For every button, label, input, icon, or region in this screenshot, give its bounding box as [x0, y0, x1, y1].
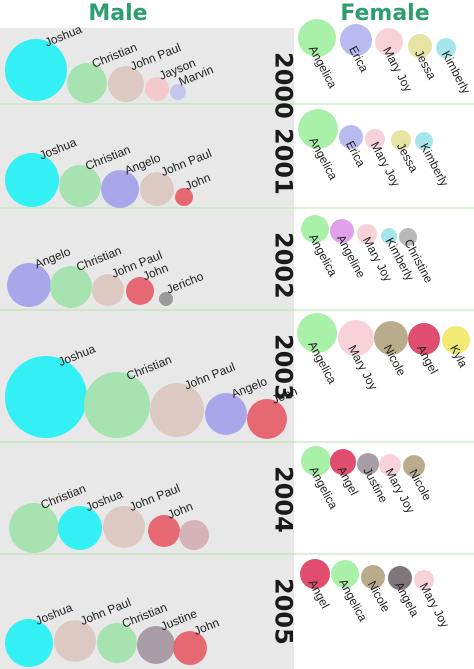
- male-name-bubble: [101, 170, 139, 208]
- male-name-bubble: [97, 623, 137, 663]
- year-label: 2003: [269, 334, 297, 401]
- year-label: 2004: [269, 466, 297, 533]
- male-name-bubble: [170, 84, 186, 100]
- male-name-bubble: [9, 503, 59, 553]
- female-name-bubble: [297, 313, 337, 353]
- female-name-bubble: [330, 449, 356, 475]
- female-name-bubble: [298, 19, 336, 57]
- female-name-bubble: [300, 559, 330, 589]
- male-name-bubble: [137, 626, 175, 664]
- female-name-bubble: [408, 34, 432, 58]
- male-name-bubble: [145, 77, 169, 101]
- female-name-bubble: [415, 132, 433, 150]
- male-name-bubble: [126, 277, 154, 305]
- female-name-bubble: [388, 566, 412, 590]
- female-name-bubble: [331, 560, 359, 588]
- female-name-bubble: [379, 454, 401, 476]
- female-name-bubble: [375, 28, 403, 56]
- female-name-bubble: [330, 219, 354, 243]
- male-name-bubble: [148, 515, 180, 547]
- male-name-bubble: [59, 165, 101, 207]
- female-name-bubble: [365, 129, 385, 149]
- male-header: Male: [88, 1, 147, 26]
- female-header: Female: [340, 1, 429, 26]
- year-label: 2000: [269, 52, 297, 119]
- male-name-bubble: [173, 631, 207, 665]
- male-name-bubble: [5, 356, 87, 438]
- male-name-bubble: [140, 172, 174, 206]
- male-name-bubble: [92, 274, 124, 306]
- male-name-bubble: [103, 506, 145, 548]
- male-name-bubble: [67, 63, 107, 103]
- female-name-bubble: [403, 455, 425, 477]
- male-name-bubble: [54, 620, 96, 662]
- year-label: 2001: [269, 128, 297, 195]
- male-name-bubble: [5, 619, 53, 667]
- female-name-bubble: [338, 320, 374, 356]
- male-name-bubble: [175, 188, 193, 206]
- female-name-bubble: [391, 130, 411, 150]
- female-name-bubble: [357, 224, 377, 244]
- male-name-bubble: [84, 372, 150, 438]
- female-name-bubble: [414, 570, 434, 590]
- male-name-bubble: [50, 266, 92, 308]
- male-name-bubble: [7, 263, 51, 307]
- male-name-bubble: [247, 399, 287, 439]
- female-name-bubble: [339, 125, 363, 149]
- female-name-bubble: [399, 228, 417, 246]
- female-name-bubble: [357, 453, 379, 475]
- male-panel: [0, 28, 294, 669]
- female-name-bubble: [381, 228, 397, 244]
- male-name-bubble: [58, 506, 102, 550]
- female-name-bubble: [436, 38, 456, 58]
- male-name-bubble: [150, 383, 204, 437]
- male-name-bubble: [5, 153, 59, 207]
- male-name-bubble: [5, 39, 67, 101]
- male-name-bubble: [179, 520, 209, 550]
- year-label: 2005: [269, 578, 297, 645]
- male-name-bubble: [205, 393, 247, 435]
- male-name-bubble: [159, 292, 173, 306]
- female-name-bubble: [408, 323, 440, 355]
- female-name-bubble: [442, 326, 470, 354]
- male-name-bubble: [108, 66, 144, 102]
- year-label: 2002: [269, 232, 297, 299]
- female-name-bubble: [301, 446, 331, 476]
- female-name-bubble: [374, 321, 408, 355]
- female-name-bubble: [298, 109, 338, 149]
- female-name-bubble: [340, 24, 372, 56]
- female-name-bubble: [301, 215, 329, 243]
- female-name-bubble: [361, 565, 385, 589]
